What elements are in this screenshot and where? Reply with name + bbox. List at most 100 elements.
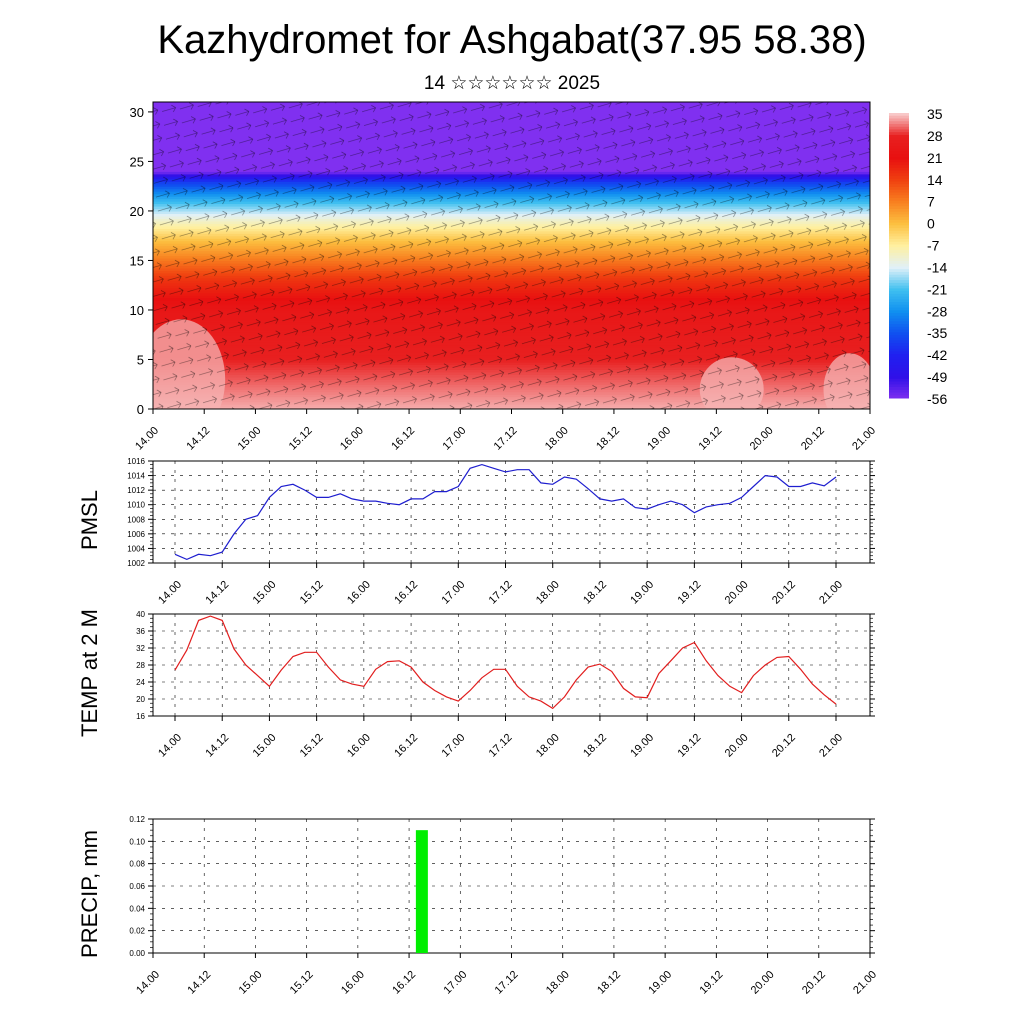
colorbar-swatch <box>889 244 909 248</box>
x-tick-label: 16.12 <box>392 732 420 760</box>
x-tick-label: 15.00 <box>251 732 279 760</box>
colorbar-swatch <box>889 140 909 144</box>
colorbar-swatch <box>889 123 909 128</box>
colorbar-swatch <box>889 288 909 292</box>
colorbar-label: 35 <box>927 106 943 122</box>
colorbar-swatch <box>889 370 909 374</box>
colorbar-swatch <box>889 165 909 169</box>
y-tick-label: 1004 <box>127 544 145 553</box>
y-tick-label: 5 <box>137 352 144 367</box>
colorbar-swatch <box>889 145 909 150</box>
wind-arrows-overlay <box>153 102 870 409</box>
colorbar-swatch <box>889 348 909 352</box>
y-tick-label: 40 <box>136 610 145 619</box>
colorbar-swatch <box>889 241 909 246</box>
pmsl-line <box>174 463 837 561</box>
colorbar-swatch <box>889 203 909 207</box>
x-tick-label: 14.12 <box>203 732 231 760</box>
colorbar-swatch <box>889 296 909 300</box>
colorbar: 35 28 21 14 7 0 -7 -14 -21 -28 -35 -42 -49 -56 <box>889 106 947 407</box>
colorbar-swatch <box>889 167 909 172</box>
colorbar-swatch <box>889 260 909 265</box>
x-tick-label: 14.12 <box>203 579 231 607</box>
colorbar-swatch <box>889 326 909 330</box>
x-tick-label: 18.12 <box>581 732 609 760</box>
colorbar-swatch <box>889 285 909 289</box>
colorbar-swatch <box>889 263 909 267</box>
x-tick-label: 20.12 <box>800 969 828 997</box>
colorbar-label: -42 <box>927 347 947 363</box>
x-tick-label: 19.00 <box>645 425 673 453</box>
y-tick-label: 28 <box>136 661 145 670</box>
colorbar-swatch <box>889 378 909 383</box>
colorbar-swatch <box>889 184 909 188</box>
x-tick-label: 17.12 <box>492 425 520 453</box>
x-tick-label: 16.12 <box>389 425 417 453</box>
colorbar-swatch <box>889 178 909 183</box>
colorbar-swatch <box>889 189 909 193</box>
colorbar-swatch <box>889 282 909 287</box>
x-tick-label: 18.00 <box>534 579 562 607</box>
y-tick-label: 0.00 <box>129 949 145 958</box>
colorbar-swatch <box>889 247 909 251</box>
x-tick-label: 15.00 <box>251 579 279 607</box>
x-tick-label: 14.00 <box>156 732 184 760</box>
x-tick-label: 20.00 <box>723 732 751 760</box>
x-tick-label: 18.12 <box>595 969 623 997</box>
colorbar-label: -35 <box>927 325 947 341</box>
pmsl-panel: 1002 1004 1006 1008 1010 1012 1014 1016 14.00 14.… <box>77 457 875 607</box>
x-tick-label: 20.00 <box>749 969 777 997</box>
y-tick-label: 25 <box>130 154 144 169</box>
colorbar-swatch <box>889 250 909 254</box>
colorbar-swatch <box>889 181 909 185</box>
precipitation-panel: 0.00 0.02 0.04 0.06 0.08 0.10 0.12 14.00 14.12 15… <box>77 815 879 997</box>
y-tick-label: 0 <box>137 402 144 417</box>
colorbar-swatch <box>889 384 909 388</box>
y-tick-label: 1008 <box>127 515 145 524</box>
colorbar-swatch <box>889 359 909 363</box>
x-tick-label: 17.00 <box>440 425 468 453</box>
colorbar-swatch <box>889 134 909 139</box>
y-tick-label: 0.12 <box>129 815 145 824</box>
x-tick-label: 19.00 <box>646 969 674 997</box>
x-tick-label: 15.00 <box>237 969 265 997</box>
colorbar-swatch <box>889 118 909 122</box>
y-tick-label: 1014 <box>127 472 145 481</box>
colorbar-swatch <box>889 334 909 339</box>
colorbar-swatch <box>889 200 909 204</box>
colorbar-swatch <box>889 170 909 174</box>
x-tick-label: 17.12 <box>487 732 515 760</box>
colorbar-swatch <box>889 162 909 166</box>
colorbar-swatch <box>889 381 909 385</box>
colorbar-swatch <box>889 395 909 399</box>
y-tick-label: 1012 <box>127 486 145 495</box>
colorbar-swatch <box>889 222 909 226</box>
colorbar-swatch <box>889 156 909 161</box>
y-tick-label: 20 <box>136 695 145 704</box>
y-tick-label: 1010 <box>127 501 145 510</box>
y-axis-label: PMSL <box>77 490 102 550</box>
colorbar-swatch <box>889 230 909 235</box>
colorbar-label: -21 <box>927 281 947 297</box>
colorbar-swatch <box>889 121 909 125</box>
colorbar-swatch <box>889 219 909 224</box>
colorbar-swatch <box>889 195 909 199</box>
x-tick-label: 16.00 <box>339 969 367 997</box>
colorbar-swatch <box>889 389 909 394</box>
colorbar-swatch <box>889 345 909 350</box>
x-tick-label: 19.12 <box>676 732 704 760</box>
colorbar-swatch <box>889 126 909 130</box>
x-tick-label: 21.00 <box>851 969 879 997</box>
colorbar-swatch <box>889 225 909 229</box>
colorbar-swatch <box>889 255 909 259</box>
x-tick-label: 20.12 <box>770 732 798 760</box>
plot-frame <box>152 460 871 564</box>
colorbar-swatch <box>889 315 909 320</box>
x-tick-label: 14.00 <box>156 579 184 607</box>
x-tick-label: 17.00 <box>439 579 467 607</box>
colorbar-swatch <box>889 239 909 243</box>
colorbar-swatch <box>889 313 909 317</box>
colorbar-swatch <box>889 280 909 284</box>
colorbar-swatch <box>889 293 909 298</box>
colorbar-swatch <box>889 354 909 358</box>
